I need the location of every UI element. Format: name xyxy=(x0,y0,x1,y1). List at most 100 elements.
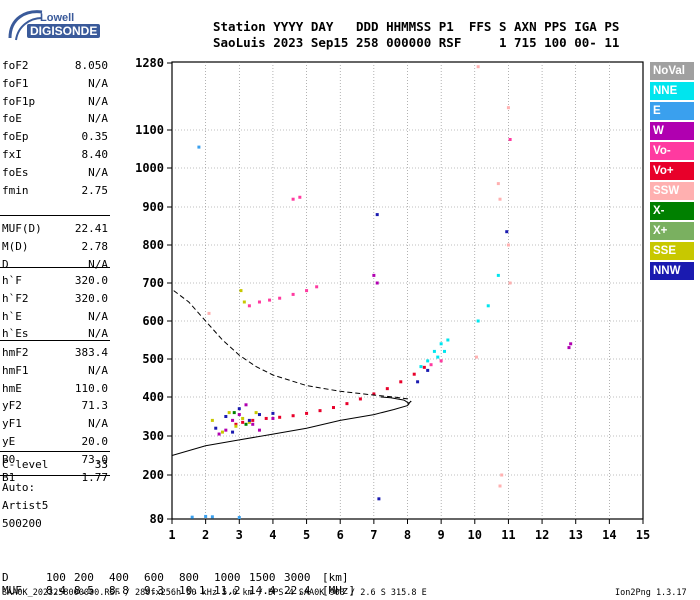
param-value: 73.0 xyxy=(81,452,109,466)
distance-value: 200 xyxy=(74,571,94,584)
y-tick-label: 900 xyxy=(142,200,164,214)
param-name: D xyxy=(2,257,9,271)
param-row: B1 1.77 xyxy=(2,469,108,487)
param-divider xyxy=(0,215,110,216)
echo-point xyxy=(508,281,512,285)
x-tick-label: 12 xyxy=(535,528,549,542)
param-row: fxI 8.40 xyxy=(2,146,108,164)
autoscaling-info: 500200 xyxy=(2,517,42,530)
echo-point xyxy=(197,145,201,149)
param-name: h`F2 xyxy=(2,291,29,305)
param-row: MUF(D) 22.41 xyxy=(2,220,108,238)
echo-point xyxy=(291,197,295,201)
echo-point xyxy=(220,430,224,434)
echo-point xyxy=(426,359,430,363)
echo-point xyxy=(241,416,245,420)
legend-item: NoVal xyxy=(650,62,694,80)
param-name: fmin xyxy=(2,183,29,197)
echo-point xyxy=(315,285,319,289)
echo-point xyxy=(476,319,480,323)
echo-point xyxy=(377,497,381,501)
echo-point xyxy=(227,411,231,415)
param-row: yF2 71.3 xyxy=(2,397,108,415)
echo-point xyxy=(210,418,214,422)
param-row: hmF2 383.4 xyxy=(2,344,108,362)
y-tick-label: 400 xyxy=(142,390,164,404)
muf-unit: [MHz] xyxy=(322,584,356,597)
param-row: h`F2 320.0 xyxy=(2,290,108,308)
legend-item: NNW xyxy=(650,262,694,280)
echo-point xyxy=(234,422,238,426)
distance-label: D xyxy=(2,571,9,584)
param-value: 383.4 xyxy=(74,346,108,359)
muf-row: MUF 8.4 8.5 8.8 9.3 10.1 11.2 14.4 22.4 [MHz] xyxy=(2,571,355,597)
echo-point xyxy=(247,420,251,424)
echo-point xyxy=(254,411,258,415)
param-name: foEp xyxy=(2,130,29,144)
distance-value: 1000 xyxy=(214,571,241,584)
echo-point xyxy=(426,368,430,372)
param-row: C-level 33 xyxy=(2,456,108,474)
param-value: 320.0 xyxy=(74,291,108,305)
echo-point xyxy=(375,281,379,285)
param-name: MUF(D) xyxy=(2,222,42,235)
param-value: 8.40 xyxy=(81,148,109,161)
param-value: N/A xyxy=(88,165,108,179)
x-tick-label: 6 xyxy=(337,528,344,542)
echo-point xyxy=(508,138,512,141)
distance-value: 100 xyxy=(46,571,66,584)
param-value: 33 xyxy=(94,458,108,471)
echo-point xyxy=(291,292,295,296)
param-row: hmF1 N/A xyxy=(2,362,108,380)
digisonde-logo-swoosh xyxy=(8,10,43,41)
x-tick-label: 8 xyxy=(404,528,411,542)
echo-point xyxy=(375,213,379,217)
param-value: N/A xyxy=(88,76,108,90)
echo-point xyxy=(385,387,389,391)
echo-point xyxy=(190,515,194,519)
echo-point xyxy=(244,422,248,426)
echo-point xyxy=(486,304,490,308)
echo-point xyxy=(305,289,309,293)
echo-point xyxy=(399,380,403,384)
echo-point xyxy=(257,413,261,417)
muf-value: 14.4 xyxy=(249,584,276,597)
echo-point xyxy=(476,65,480,69)
param-row: fmin 2.75 xyxy=(2,182,108,200)
param-value: 0.35 xyxy=(81,130,109,144)
echo-point xyxy=(232,411,236,415)
echo-point xyxy=(496,182,500,186)
legend-item: Vo- xyxy=(650,142,694,160)
muf-label: MUF xyxy=(2,584,22,597)
echo-point xyxy=(436,355,440,359)
autoscaling-info: Auto: xyxy=(2,481,36,494)
y-tick-label: 500 xyxy=(142,352,164,366)
param-row: hmE 110.0 xyxy=(2,380,108,398)
distance-value: 600 xyxy=(144,571,164,584)
echo-point xyxy=(422,365,426,369)
distance-unit: [km] xyxy=(322,571,349,584)
y-tick-label: 1280 xyxy=(135,56,164,70)
echo-point xyxy=(210,515,214,519)
param-name: foF2 xyxy=(2,59,29,72)
y-tick-label: 80 xyxy=(150,512,164,526)
echo-point xyxy=(242,300,246,304)
param-name: B1 xyxy=(2,470,16,484)
profile-curve-dashed xyxy=(173,290,412,405)
echo-point xyxy=(439,342,443,346)
echo-point xyxy=(278,415,282,419)
header-labels: Station YYYY DAY DDD HHMMSS P1 FFS S AXN… xyxy=(213,19,620,34)
echo-point xyxy=(432,349,436,353)
param-name: yE xyxy=(2,435,16,448)
echo-point xyxy=(506,106,510,110)
param-name: h`F xyxy=(2,274,22,287)
x-tick-label: 15 xyxy=(636,528,650,542)
x-tick-label: 14 xyxy=(602,528,616,542)
param-name: foF1 xyxy=(2,76,29,90)
x-tick-label: 11 xyxy=(501,528,515,542)
param-value: 320.0 xyxy=(74,274,108,287)
echo-point xyxy=(237,516,241,520)
echo-point xyxy=(498,484,502,488)
echo-point xyxy=(500,473,504,477)
echo-point xyxy=(239,289,243,293)
